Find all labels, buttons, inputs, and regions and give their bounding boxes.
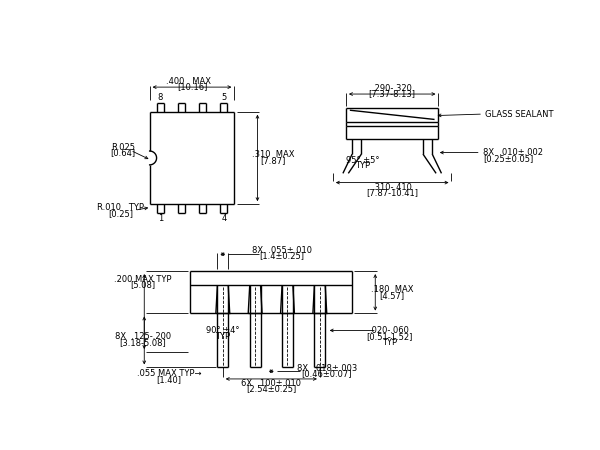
Text: R.010   TYP: R.010 TYP: [97, 203, 144, 212]
Text: 6X  .100±.010: 6X .100±.010: [241, 379, 301, 388]
Text: [5.08]: [5.08]: [130, 280, 155, 289]
Text: 8X  .125-.200: 8X .125-.200: [115, 332, 171, 341]
Text: .180  MAX: .180 MAX: [371, 285, 413, 294]
Text: TYP: TYP: [382, 338, 397, 347]
Text: 8X  .010±.002: 8X .010±.002: [483, 148, 543, 157]
Text: [0.46±0.07]: [0.46±0.07]: [302, 369, 352, 378]
Text: [10.16]: [10.16]: [177, 82, 207, 91]
Text: .020-.060: .020-.060: [369, 326, 409, 335]
Text: TYP: TYP: [355, 161, 371, 170]
Text: [0.25]: [0.25]: [108, 209, 133, 218]
Text: R.025: R.025: [111, 143, 134, 152]
Text: 5: 5: [221, 94, 226, 103]
Text: 8X  .018±.003: 8X .018±.003: [296, 364, 357, 373]
Text: [1.40]: [1.40]: [157, 375, 181, 384]
Text: [0.51-1.52]: [0.51-1.52]: [366, 332, 412, 341]
Text: [3.18-5.08]: [3.18-5.08]: [119, 338, 166, 347]
Text: [0.64]: [0.64]: [110, 148, 135, 157]
Text: [1.4±0.25]: [1.4±0.25]: [260, 251, 305, 260]
Text: TYP: TYP: [215, 332, 230, 341]
Text: GLASS SEALANT: GLASS SEALANT: [485, 109, 553, 118]
Text: [7.87]: [7.87]: [260, 157, 286, 166]
Text: .200 MAX TYP: .200 MAX TYP: [114, 274, 172, 284]
Text: [7.87-10.41]: [7.87-10.41]: [366, 188, 418, 197]
Text: [0.25±0.05]: [0.25±0.05]: [483, 154, 533, 163]
Text: [4.57]: [4.57]: [380, 291, 405, 300]
Text: 90° ±4°: 90° ±4°: [206, 326, 239, 335]
Text: 8: 8: [158, 94, 163, 103]
Text: .055 MAX TYP→: .055 MAX TYP→: [137, 369, 201, 378]
Text: [2.54±0.25]: [2.54±0.25]: [246, 384, 296, 393]
Text: .400   MAX: .400 MAX: [166, 77, 211, 86]
Text: 1: 1: [158, 213, 163, 222]
Text: .310  MAX: .310 MAX: [251, 150, 294, 159]
Text: 8X  .055±.010: 8X .055±.010: [252, 246, 312, 255]
Text: [7.37-8.13]: [7.37-8.13]: [368, 89, 416, 98]
Text: .290-.320: .290-.320: [372, 84, 412, 93]
Text: 4: 4: [221, 213, 226, 222]
Text: 95° ±5°: 95° ±5°: [346, 156, 380, 165]
Text: .310-.410: .310-.410: [372, 183, 412, 192]
